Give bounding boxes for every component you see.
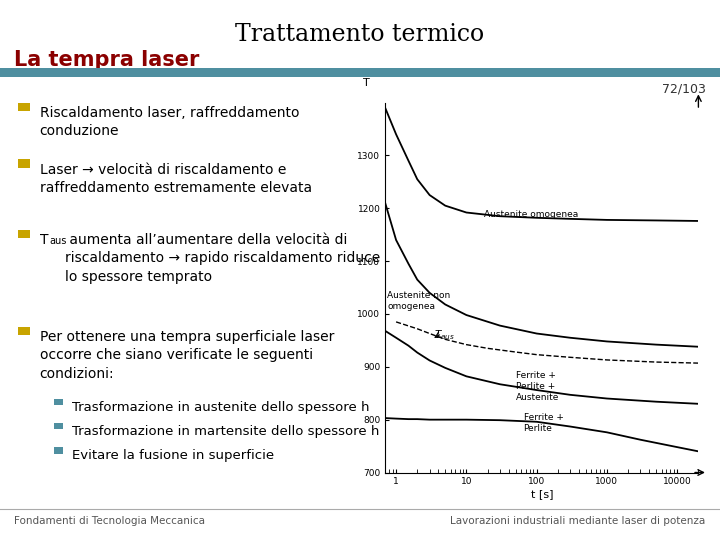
- Text: Ferrite +
Perlite: Ferrite + Perlite: [523, 413, 563, 434]
- Text: Fondamenti di Tecnologia Meccanica: Fondamenti di Tecnologia Meccanica: [14, 516, 205, 526]
- FancyBboxPatch shape: [18, 159, 30, 168]
- Text: aumenta all’aumentare della velocità di
riscaldamento → rapido riscaldamento rid: aumenta all’aumentare della velocità di …: [65, 233, 380, 284]
- Text: Laser → velocità di riscaldamento e
raffreddamento estremamente elevata: Laser → velocità di riscaldamento e raff…: [40, 163, 312, 195]
- Text: $T_{aus}$: $T_{aus}$: [434, 328, 455, 342]
- Text: Austenite non
omogenea: Austenite non omogenea: [387, 291, 451, 311]
- FancyBboxPatch shape: [54, 423, 63, 429]
- FancyBboxPatch shape: [18, 327, 30, 335]
- FancyBboxPatch shape: [54, 447, 63, 454]
- FancyBboxPatch shape: [18, 230, 30, 238]
- Text: 72/103: 72/103: [662, 82, 706, 95]
- FancyBboxPatch shape: [18, 103, 30, 111]
- X-axis label: t [s]: t [s]: [531, 489, 553, 499]
- Text: aus: aus: [49, 236, 66, 246]
- Text: Evitare la fusione in superficie: Evitare la fusione in superficie: [72, 449, 274, 462]
- Text: Austenite omogenea: Austenite omogenea: [485, 210, 579, 219]
- Text: T: T: [40, 233, 48, 247]
- Text: Riscaldamento laser, raffreddamento
conduzione: Riscaldamento laser, raffreddamento cond…: [40, 106, 299, 138]
- FancyBboxPatch shape: [54, 399, 63, 405]
- Text: La tempra laser: La tempra laser: [14, 50, 199, 70]
- Text: Lavorazioni industriali mediante laser di potenza: Lavorazioni industriali mediante laser d…: [450, 516, 706, 526]
- Text: Per ottenere una tempra superficiale laser
occorre che siano verificate le segue: Per ottenere una tempra superficiale las…: [40, 330, 334, 381]
- Text: T: T: [363, 78, 370, 88]
- FancyBboxPatch shape: [0, 68, 720, 77]
- Text: Trattamento termico: Trattamento termico: [235, 23, 485, 46]
- Text: Ferrite +
Perlite +
Austenite: Ferrite + Perlite + Austenite: [516, 372, 559, 402]
- Text: Trasformazione in martensite dello spessore h: Trasformazione in martensite dello spess…: [72, 425, 379, 438]
- Text: Trasformazione in austenite dello spessore h: Trasformazione in austenite dello spesso…: [72, 401, 369, 414]
